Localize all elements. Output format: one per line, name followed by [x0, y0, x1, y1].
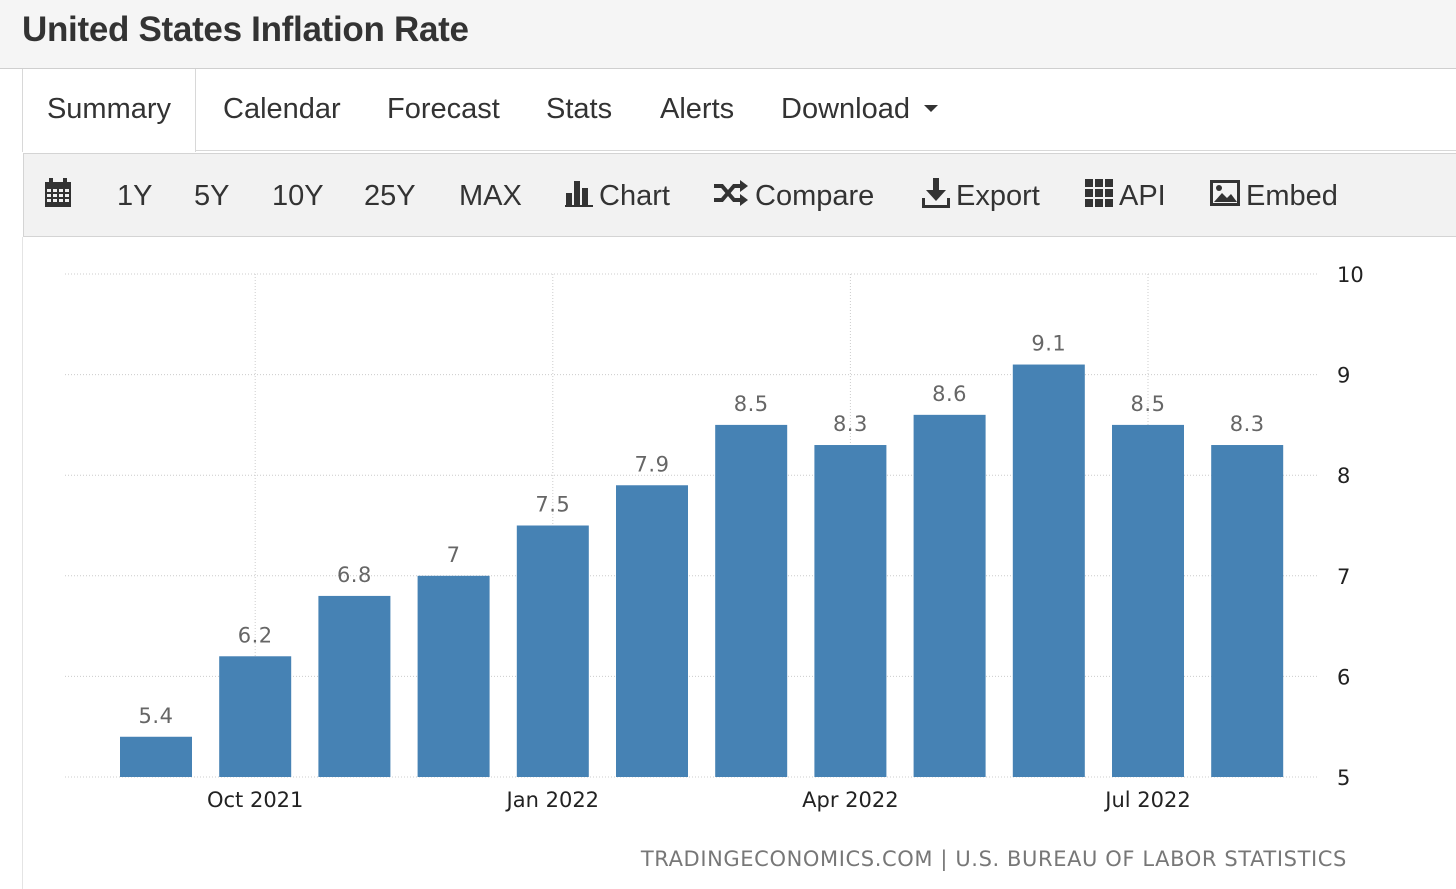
bar-value-label: 7.9	[635, 452, 670, 476]
bar-value-label: 6.2	[238, 623, 273, 647]
grid-icon	[1085, 179, 1113, 208]
bar-nov-2021	[318, 595, 391, 777]
range-25y-button[interactable]: 25Y	[364, 180, 416, 212]
y-tick-label: 10	[1337, 263, 1364, 287]
page-title: United States Inflation Rate	[22, 10, 469, 49]
calendar-button[interactable]	[44, 154, 72, 238]
shuffle-icon	[714, 180, 748, 207]
x-tick-label: Jul 2022	[1103, 788, 1190, 812]
embed-button[interactable]: Embed	[1210, 154, 1338, 238]
x-tick-label: Jan 2022	[505, 788, 600, 812]
tab-forecast[interactable]: Forecast	[387, 93, 500, 125]
bar-value-label: 8.3	[1230, 412, 1265, 436]
export-button[interactable]: Export	[921, 154, 1040, 238]
bar-value-label: 6.8	[337, 563, 372, 587]
bar-dec-2021	[417, 575, 490, 777]
image-icon	[1210, 180, 1240, 207]
bar-feb-2022	[616, 485, 688, 777]
bar-value-label: 8.5	[1131, 392, 1166, 416]
y-tick-label: 7	[1337, 565, 1350, 589]
api-button[interactable]: API	[1085, 154, 1166, 238]
range-5y-button[interactable]: 5Y	[194, 180, 230, 212]
api-label: API	[1119, 180, 1166, 212]
embed-label: Embed	[1246, 180, 1338, 212]
tab-bar-divider	[196, 150, 1456, 151]
tab-alerts[interactable]: Alerts	[660, 93, 735, 125]
y-tick-label: 6	[1337, 665, 1350, 689]
tab-calendar[interactable]: Calendar	[223, 93, 341, 125]
bar-mar-2022	[715, 424, 788, 777]
export-label: Export	[956, 180, 1040, 212]
download-icon	[921, 178, 951, 210]
compare-button[interactable]: Compare	[713, 154, 874, 238]
chart-area: 5 6 7 8 9 10 Oct 2021 Jan 2022 Apr 2022 Jul 2022 5…	[0, 237, 1456, 889]
bar-value-label: 5.4	[139, 704, 174, 728]
bar-aug-2022	[1211, 445, 1284, 777]
y-tick-label: 8	[1337, 464, 1350, 488]
title-bar: United States Inflation Rate	[0, 0, 1456, 69]
tab-summary[interactable]: Summary	[23, 69, 196, 152]
range-1y-button[interactable]: 1Y	[117, 180, 153, 212]
bar-jul-2022	[1112, 424, 1184, 777]
chart-type-button[interactable]: Chart	[565, 154, 670, 238]
y-tick-label: 9	[1337, 364, 1350, 388]
bar-apr-2022	[814, 445, 887, 777]
tab-stats[interactable]: Stats	[546, 93, 613, 125]
bar-jun-2022	[1012, 364, 1085, 777]
compare-label: Compare	[755, 180, 875, 212]
tab-bar: Summary Calendar Forecast Stats Alerts D…	[0, 69, 1456, 152]
chart-toolbar: 1Y 5Y 10Y 25Y MAX Chart Compare Export	[23, 153, 1456, 237]
range-max-button[interactable]: MAX	[459, 180, 522, 212]
bar-value-label: 8.5	[734, 392, 769, 416]
tab-bar-edge	[22, 69, 23, 152]
bar-value-label: 8.6	[932, 382, 967, 406]
bar-value-label: 8.3	[833, 412, 868, 436]
caret-down-icon	[923, 104, 938, 112]
calendar-icon	[45, 178, 71, 208]
range-10y-button[interactable]: 10Y	[272, 180, 324, 212]
tab-download-label: Download	[781, 93, 910, 125]
bar-value-label: 7	[447, 543, 461, 567]
chart-area-edge	[22, 237, 23, 889]
bar-chart-icon	[565, 181, 593, 208]
chart-type-label: Chart	[599, 180, 670, 212]
bar-sep-2021	[120, 736, 192, 777]
y-tick-label: 5	[1337, 766, 1350, 790]
bar-jan-2022	[516, 525, 589, 777]
x-tick-label: Apr 2022	[802, 788, 898, 812]
tab-download[interactable]: Download	[781, 69, 938, 152]
bar-oct-2021	[219, 656, 292, 777]
source-credit: TRADINGECONOMICS.COM | U.S. BUREAU OF LA…	[640, 847, 1347, 871]
x-tick-label: Oct 2021	[207, 788, 303, 812]
bar-value-label: 9.1	[1031, 332, 1066, 356]
inflation-bar-chart: 5 6 7 8 9 10 Oct 2021 Jan 2022 Apr 2022 Jul 2022 5…	[65, 263, 1364, 812]
bar-may-2022	[913, 414, 986, 777]
bar-value-label: 7.5	[535, 493, 570, 517]
